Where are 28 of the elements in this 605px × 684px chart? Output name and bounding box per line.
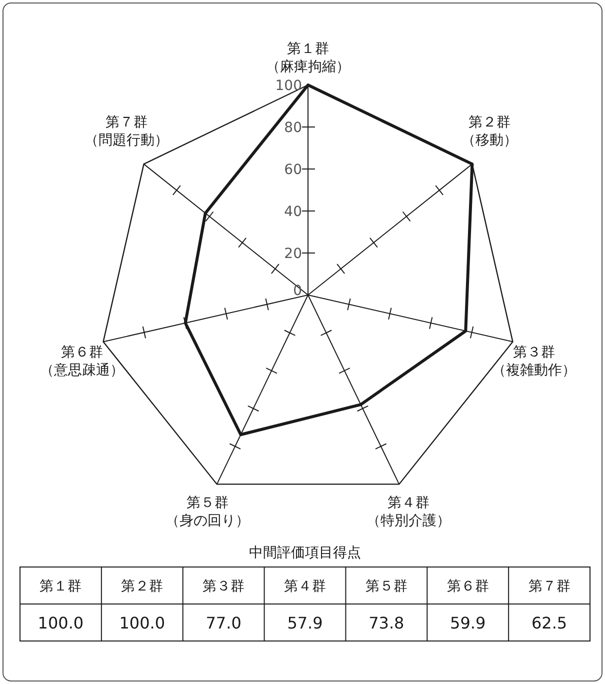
spoke-label: 第３群（複雑動作） (492, 344, 576, 378)
y-tick-label: 100 (275, 78, 302, 94)
category-label: 第２群 (121, 578, 164, 594)
text: 100.0 (38, 614, 84, 632)
text: 62.5 (531, 614, 568, 632)
category-label: 第６群 (446, 578, 489, 594)
y-tick-label: 40 (284, 204, 302, 220)
y-tick-label: 80 (284, 120, 302, 136)
spoke-label: 第４群（特別介護） (366, 495, 451, 530)
spoke-label: 第２群（移動） (461, 114, 518, 149)
y-tick-label: 60 (284, 162, 302, 178)
category-label: 第３群 (202, 578, 245, 594)
spoke-label: 第６群（意思疎通） (40, 344, 124, 378)
text: 73.8 (368, 614, 404, 632)
spoke-label: 第５群（身の回り） (165, 495, 250, 530)
spoke-label: 第７群（問題行動） (84, 114, 169, 149)
category-label: 第１群 (40, 578, 82, 594)
y-tick-label: 0 (293, 283, 302, 299)
text: 59.9 (450, 614, 486, 632)
text: 77.0 (206, 614, 242, 632)
y-tick-label: 20 (284, 246, 302, 262)
text: 中間評価項目得点 (249, 545, 361, 561)
spoke-label: 第１群（麻痺拘縮） (266, 41, 350, 75)
category-label: 第５群 (365, 578, 408, 594)
category-label: 第７群 (528, 578, 570, 594)
text: 100.0 (119, 614, 166, 632)
category-label: 第４群 (284, 578, 326, 594)
text: 57.9 (287, 614, 323, 632)
